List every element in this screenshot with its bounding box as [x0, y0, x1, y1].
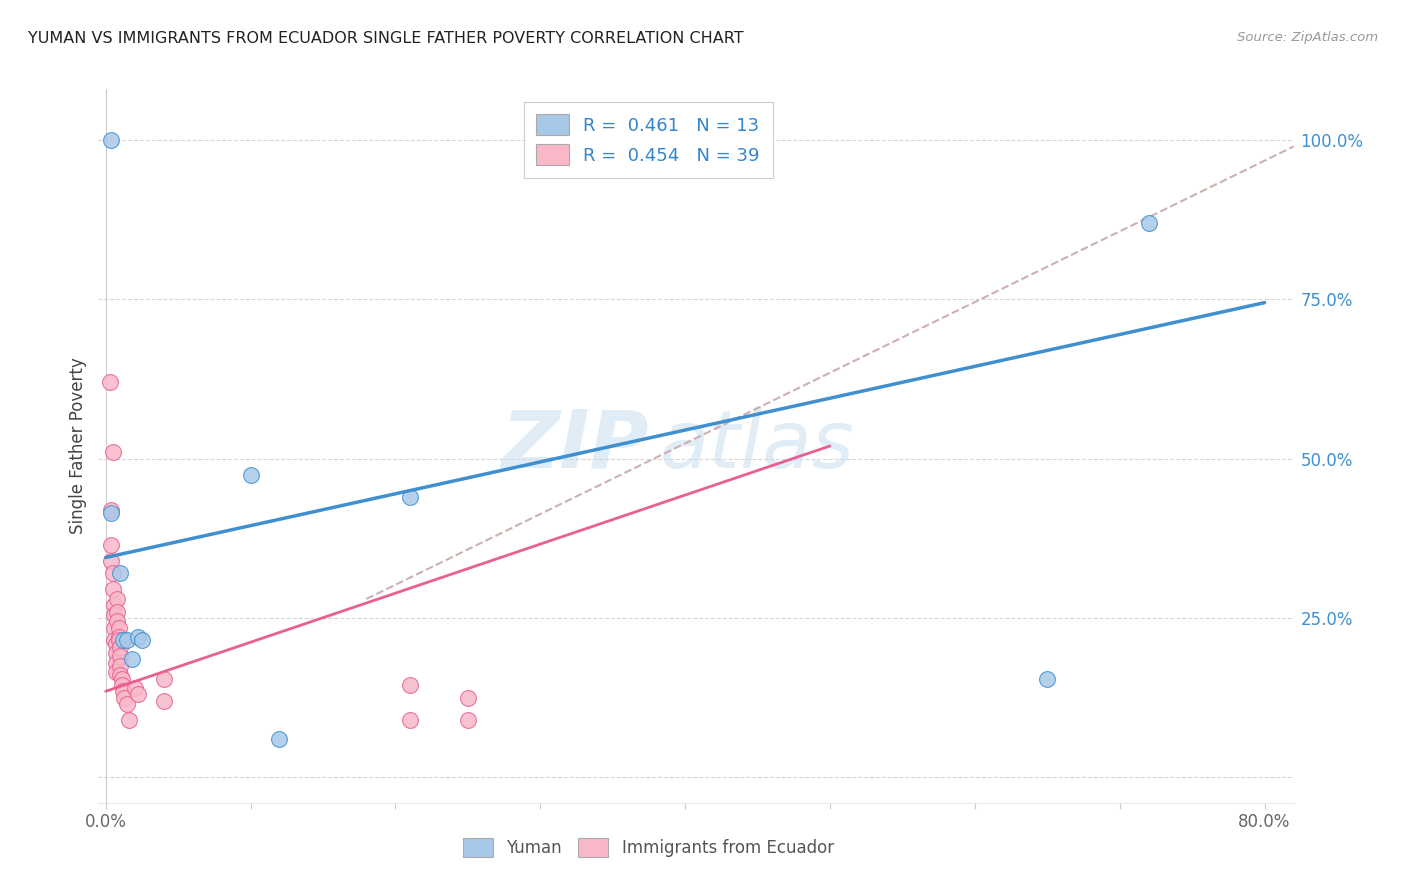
Point: [100, 554, 122, 568]
Point: [108, 640, 131, 654]
Point: [110, 678, 132, 692]
Point: [399, 713, 422, 727]
Point: [124, 681, 146, 695]
Point: [100, 538, 122, 552]
Text: ZIP: ZIP: [501, 407, 648, 485]
Point: [118, 713, 141, 727]
Point: [105, 605, 128, 619]
Point: [101, 445, 124, 459]
Point: [131, 633, 153, 648]
Point: [152, 672, 174, 686]
Text: YUMAN VS IMMIGRANTS FROM ECUADOR SINGLE FATHER POVERTY CORRELATION CHART: YUMAN VS IMMIGRANTS FROM ECUADOR SINGLE …: [28, 31, 744, 46]
Point: [103, 621, 125, 635]
Point: [108, 566, 131, 581]
Point: [108, 649, 131, 664]
Text: Source: ZipAtlas.com: Source: ZipAtlas.com: [1237, 31, 1378, 45]
Point: [1036, 672, 1059, 686]
Point: [110, 672, 132, 686]
Point: [108, 668, 131, 682]
Point: [104, 636, 127, 650]
Legend: Yuman, Immigrants from Ecuador: Yuman, Immigrants from Ecuador: [454, 830, 842, 866]
Point: [117, 697, 139, 711]
Point: [239, 467, 262, 482]
Point: [105, 614, 128, 628]
Point: [100, 133, 122, 147]
Point: [117, 633, 139, 648]
Point: [107, 630, 129, 644]
Y-axis label: Single Father Poverty: Single Father Poverty: [69, 358, 87, 534]
Point: [98, 376, 121, 390]
Point: [104, 646, 127, 660]
Point: [457, 690, 479, 705]
Point: [127, 688, 149, 702]
Point: [101, 582, 124, 597]
Point: [101, 566, 124, 581]
Point: [127, 630, 149, 644]
Point: [103, 633, 125, 648]
Point: [112, 633, 135, 648]
Point: [100, 502, 122, 516]
Point: [104, 656, 127, 670]
Point: [100, 506, 122, 520]
Point: [1137, 216, 1160, 230]
Point: [107, 633, 129, 648]
Text: atlas: atlas: [661, 407, 855, 485]
Point: [114, 690, 136, 705]
Point: [152, 694, 174, 708]
Point: [105, 591, 128, 606]
Point: [107, 621, 129, 635]
Point: [103, 607, 125, 622]
Point: [104, 665, 127, 680]
Point: [121, 652, 143, 666]
Point: [399, 490, 422, 504]
Point: [108, 658, 131, 673]
Point: [457, 713, 479, 727]
Point: [399, 678, 422, 692]
Point: [112, 684, 135, 698]
Point: [103, 599, 125, 613]
Point: [269, 732, 291, 747]
